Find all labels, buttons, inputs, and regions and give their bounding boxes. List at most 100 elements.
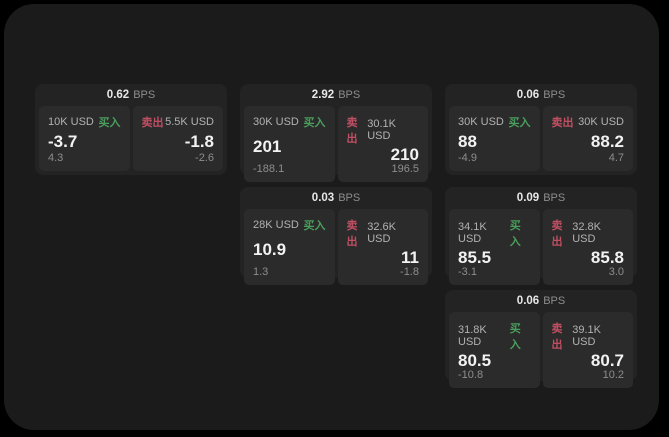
quote-card-grid: 0.62 BPS 10K USD 买入 -3.7 4.3 卖出 5.5K USD… (4, 4, 659, 430)
sell-side-label: 卖出 (551, 117, 574, 129)
buy-delta: -4.9 (458, 152, 477, 164)
bps-value: 0.09 (516, 192, 540, 204)
sell-amount: 32.6K USD (367, 221, 396, 245)
sell-delta: 4.7 (608, 152, 624, 164)
buy-side-label: 买入 (509, 220, 521, 248)
sell-label-row: 卖出 39.1K USD (552, 320, 625, 352)
buy-side-label: 买入 (508, 117, 531, 129)
buy-label-row: 10K USD 买入 (48, 114, 121, 130)
quote-card-body: 34.1K USD 买入 85.5 -3.1 卖出 32.8K USD 85.8… (445, 209, 637, 289)
quote-card: 0.62 BPS 10K USD 买入 -3.7 4.3 卖出 5.5K USD… (35, 84, 227, 175)
quote-card: 2.92 BPS 30K USD 买入 201 -188.1 卖出 30.1K … (240, 84, 432, 182)
buy-delta: -10.8 (458, 369, 484, 381)
buy-amount: 34.1K USD (458, 221, 487, 245)
buy-amount: 31.8K USD (458, 324, 487, 348)
buy-delta: 4.3 (48, 152, 64, 164)
bps-value: 0.62 (106, 89, 130, 101)
buy-side-label: 买入 (98, 117, 121, 129)
sell-delta: 10.2 (602, 369, 624, 381)
quote-card-body: 30K USD 买入 201 -188.1 卖出 30.1K USD 210 1… (240, 106, 432, 186)
quote-card: 0.06 BPS 30K USD 买入 88 -4.9 卖出 30K USD 8… (445, 84, 637, 175)
bps-unit-label: BPS (543, 295, 566, 307)
buy-amount: 28K USD (253, 219, 299, 231)
buy-label-row: 34.1K USD 买入 (458, 217, 531, 249)
sell-price: -1.8 (184, 131, 214, 151)
bps-value: 0.06 (516, 89, 540, 101)
quote-card-body: 28K USD 买入 10.9 1.3 卖出 32.6K USD 11 -1.8 (240, 209, 432, 289)
sell-side-label: 卖出 (141, 117, 164, 129)
buy-side-label: 买入 (509, 323, 521, 351)
sell-delta: -2.6 (195, 152, 214, 164)
bps-unit-label: BPS (543, 192, 566, 204)
buy-quote-panel[interactable]: 10K USD 买入 -3.7 4.3 (39, 106, 130, 171)
sell-price: 85.8 (590, 248, 624, 267)
sell-amount: 5.5K USD (165, 116, 214, 128)
sell-quote-panel[interactable]: 卖出 5.5K USD -1.8 -2.6 (132, 106, 223, 171)
buy-delta: -3.1 (458, 266, 477, 278)
buy-price: -3.7 (48, 131, 78, 151)
buy-label-row: 28K USD 买入 (253, 217, 326, 233)
bps-header: 2.92 BPS (240, 84, 432, 106)
buy-amount: 10K USD (48, 116, 94, 128)
sell-price: 11 (401, 248, 419, 267)
buy-label-row: 30K USD 买入 (458, 114, 531, 130)
quote-card-body: 30K USD 买入 88 -4.9 卖出 30K USD 88.2 4.7 (445, 106, 637, 175)
sell-amount: 39.1K USD (572, 324, 601, 348)
quote-card-body: 10K USD 买入 -3.7 4.3 卖出 5.5K USD -1.8 -2.… (35, 106, 227, 175)
buy-label-row: 30K USD 买入 (253, 114, 326, 130)
bps-header: 0.06 BPS (445, 84, 637, 106)
sell-label-row: 卖出 30.1K USD (347, 114, 420, 146)
quote-card: 0.06 BPS 31.8K USD 买入 80.5 -10.8 卖出 39.1… (445, 290, 637, 388)
bps-header: 0.62 BPS (35, 84, 227, 106)
buy-side-label: 买入 (303, 117, 326, 129)
bps-unit-label: BPS (543, 89, 566, 101)
sell-quote-panel[interactable]: 卖出 30K USD 88.2 4.7 (542, 106, 633, 171)
buy-quote-panel[interactable]: 34.1K USD 买入 85.5 -3.1 (449, 209, 540, 285)
sell-delta: 3.0 (608, 266, 624, 278)
sell-price: 88.2 (590, 131, 624, 151)
sell-label-row: 卖出 30K USD (552, 114, 625, 130)
sell-label-row: 卖出 5.5K USD (142, 114, 215, 130)
buy-label-row: 31.8K USD 买入 (458, 320, 531, 352)
buy-amount: 30K USD (253, 116, 299, 128)
sell-label-row: 卖出 32.8K USD (552, 217, 625, 249)
bps-value: 0.06 (516, 295, 540, 307)
sell-quote-panel[interactable]: 卖出 32.8K USD 85.8 3.0 (542, 209, 633, 285)
bps-unit-label: BPS (133, 89, 156, 101)
sell-amount: 30K USD (578, 116, 624, 128)
sell-side-label: 卖出 (551, 220, 563, 248)
bps-unit-label: BPS (338, 192, 361, 204)
buy-delta: 1.3 (253, 266, 269, 278)
sell-delta: 196.5 (391, 163, 419, 175)
sell-price: 80.7 (590, 351, 624, 370)
bps-unit-label: BPS (338, 89, 361, 101)
sell-side-label: 卖出 (346, 220, 358, 248)
bps-header: 0.09 BPS (445, 187, 637, 209)
buy-price: 88 (458, 131, 477, 151)
sell-side-label: 卖出 (346, 117, 358, 145)
bps-header: 0.03 BPS (240, 187, 432, 209)
quote-card: 0.03 BPS 28K USD 买入 10.9 1.3 卖出 32.6K US… (240, 187, 432, 285)
buy-side-label: 买入 (303, 220, 326, 232)
bps-value: 2.92 (311, 89, 335, 101)
buy-price: 80.5 (458, 351, 492, 370)
buy-quote-panel[interactable]: 31.8K USD 买入 80.5 -10.8 (449, 312, 540, 388)
sell-label-row: 卖出 32.6K USD (347, 217, 420, 249)
sell-quote-panel[interactable]: 卖出 30.1K USD 210 196.5 (337, 106, 428, 182)
app-window: 0.62 BPS 10K USD 买入 -3.7 4.3 卖出 5.5K USD… (4, 4, 659, 430)
sell-amount: 30.1K USD (367, 118, 396, 142)
bps-header: 0.06 BPS (445, 290, 637, 312)
buy-quote-panel[interactable]: 30K USD 买入 88 -4.9 (449, 106, 540, 171)
sell-delta: -1.8 (400, 266, 419, 278)
buy-price: 10.9 (253, 240, 287, 259)
quote-card: 0.09 BPS 34.1K USD 买入 85.5 -3.1 卖出 32.8K… (445, 187, 637, 285)
buy-quote-panel[interactable]: 28K USD 买入 10.9 1.3 (244, 209, 335, 285)
sell-quote-panel[interactable]: 卖出 32.6K USD 11 -1.8 (337, 209, 428, 285)
buy-price: 85.5 (458, 248, 492, 267)
quote-card-body: 31.8K USD 买入 80.5 -10.8 卖出 39.1K USD 80.… (445, 312, 637, 392)
sell-quote-panel[interactable]: 卖出 39.1K USD 80.7 10.2 (542, 312, 633, 388)
sell-side-label: 卖出 (551, 323, 563, 351)
bps-value: 0.03 (311, 192, 335, 204)
sell-amount: 32.8K USD (572, 221, 601, 245)
buy-quote-panel[interactable]: 30K USD 买入 201 -188.1 (244, 106, 335, 182)
